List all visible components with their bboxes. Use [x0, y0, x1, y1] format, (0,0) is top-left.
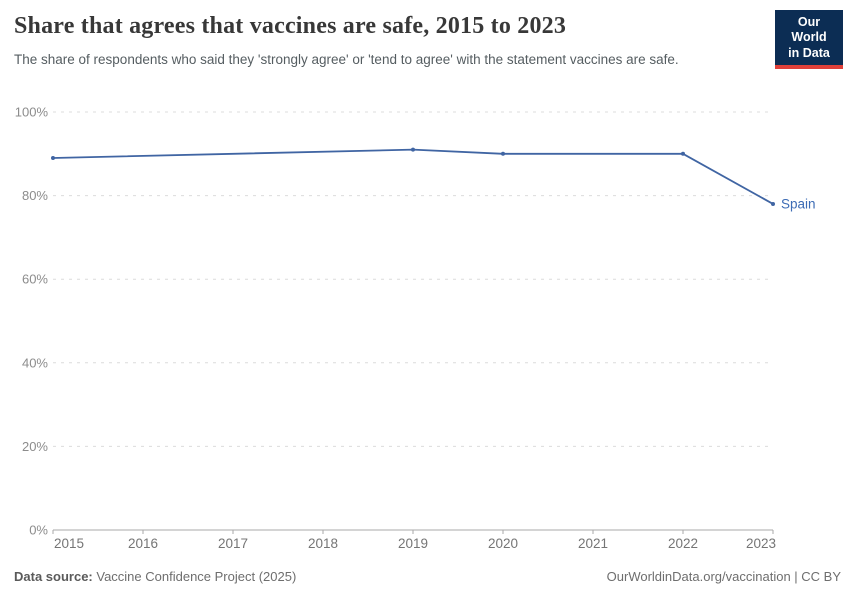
- owid-logo-line2: in Data: [788, 45, 830, 60]
- x-axis-tick-label: 2023: [746, 536, 776, 551]
- y-axis-tick-label: 80%: [22, 188, 48, 203]
- x-axis-tick-label: 2015: [54, 536, 84, 551]
- owid-logo-line1: Our World: [791, 15, 827, 45]
- page-subtitle: The share of respondents who said they '…: [14, 52, 679, 67]
- y-axis-tick-label: 0%: [29, 523, 48, 538]
- x-axis-tick-label: 2018: [308, 536, 338, 551]
- y-axis-tick-label: 40%: [22, 355, 48, 370]
- data-point-spain[interactable]: [771, 201, 775, 206]
- data-point-spain[interactable]: [501, 151, 505, 156]
- y-axis-tick-label: 100%: [15, 105, 49, 120]
- owid-logo[interactable]: Our World in Data: [775, 10, 843, 69]
- x-axis-tick-label: 2022: [668, 536, 698, 551]
- attribution[interactable]: OurWorldinData.org/vaccination | CC BY: [606, 569, 841, 584]
- x-axis-tick-label: 2017: [218, 536, 248, 551]
- y-axis-tick-label: 20%: [22, 439, 48, 454]
- y-axis-tick-label: 60%: [22, 272, 48, 287]
- data-source: Data source: Vaccine Confidence Project …: [14, 569, 296, 584]
- x-axis-tick-label: 2016: [128, 536, 158, 551]
- data-source-label: Data source:: [14, 569, 93, 584]
- data-point-spain[interactable]: [681, 151, 685, 156]
- x-axis-tick-label: 2019: [398, 536, 428, 551]
- data-source-text: Vaccine Confidence Project (2025): [92, 569, 297, 584]
- page-title: Share that agrees that vaccines are safe…: [14, 13, 567, 39]
- x-axis-tick-label: 2020: [488, 536, 518, 551]
- series-end-label[interactable]: Spain: [781, 196, 816, 211]
- data-point-spain[interactable]: [411, 147, 415, 152]
- data-point-spain[interactable]: [51, 155, 55, 160]
- chart-footer: Data source: Vaccine Confidence Project …: [14, 569, 841, 584]
- x-axis-tick-label: 2021: [578, 536, 608, 551]
